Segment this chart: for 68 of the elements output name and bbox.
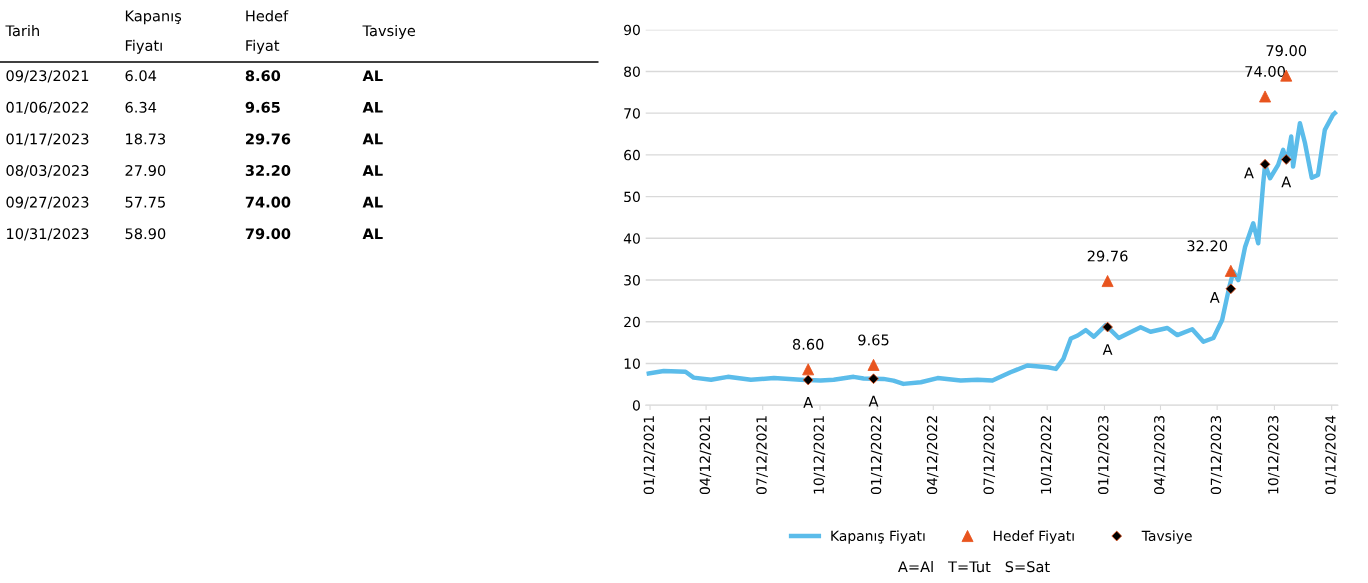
legend-label: Kapanış Fiyatı <box>831 530 925 544</box>
text: 18.73 <box>126 133 166 145</box>
text: Kapanış Fiyatı <box>125 10 182 54</box>
x-tick-label: 10/12/2021 <box>813 416 826 494</box>
text: AL <box>362 228 383 240</box>
data-label: A <box>1209 292 1220 303</box>
x-tick-label: 04/12/2021 <box>699 416 712 495</box>
text: 32.20 <box>245 165 291 177</box>
text: 27.90 <box>125 165 166 177</box>
y-tick-label: 60 <box>624 149 640 161</box>
data-label: 79.00 <box>1266 45 1307 57</box>
x-tick-label: 01/12/2024 <box>1325 415 1337 495</box>
text: 10/31/2023 <box>7 228 89 241</box>
x-tick-label: 01/12/2021 <box>643 416 656 495</box>
y-tick-label: 20 <box>624 316 640 328</box>
data-label: A <box>1102 344 1113 355</box>
data-label: A <box>803 397 814 408</box>
data-label: 74.00 <box>1245 65 1285 77</box>
text: 09/27/2023 <box>6 196 89 209</box>
text: 74.00 <box>245 196 291 208</box>
x-tick-label: 07/12/2022 <box>983 416 996 495</box>
legend-label: Hedef Fiyatı <box>993 530 1074 544</box>
text: Tavsiye <box>362 24 416 40</box>
y-tick-label: 40 <box>623 233 640 244</box>
text: 6.34 <box>125 101 157 113</box>
x-tick-label: 01/12/2022 <box>870 416 883 495</box>
text: 09/23/2021 <box>6 70 89 83</box>
text: AL <box>362 133 383 145</box>
text: AL <box>362 196 383 208</box>
text: 08/03/2023 <box>6 165 89 178</box>
text: Hedef Fiyat <box>246 10 289 54</box>
y-tick-label: 0 <box>632 400 640 411</box>
y-tick-label: 70 <box>624 108 640 119</box>
text: AL <box>362 70 383 82</box>
x-tick-label: 04/12/2022 <box>926 416 939 495</box>
text: 8.60 <box>245 70 281 82</box>
text: 01/17/2023 <box>6 133 89 146</box>
text: 9.65 <box>245 101 280 113</box>
y-tick-label: 90 <box>624 24 640 36</box>
data-label: A <box>1281 176 1292 188</box>
x-tick-label: 10/12/2022 <box>1040 416 1053 494</box>
text: Tarih <box>5 24 39 37</box>
text: 79.00 <box>245 228 291 240</box>
x-tick-label: 10/12/2023 <box>1267 416 1280 494</box>
text: AL <box>362 165 383 176</box>
y-tick-label: 80 <box>624 66 640 77</box>
y-tick-label: 10 <box>624 358 640 369</box>
x-tick-label: 07/12/2021 <box>756 416 768 495</box>
data-label: A <box>1244 167 1254 179</box>
data-label: 32.20 <box>1187 240 1228 252</box>
x-tick-label: 01/12/2023 <box>1097 416 1110 495</box>
data-label: A <box>868 395 879 407</box>
text: 29.76 <box>246 133 291 145</box>
data-label: 8.60 <box>792 338 824 350</box>
text: AL <box>362 101 383 113</box>
data-label: 9.65 <box>858 334 889 346</box>
text: 57.75 <box>125 196 165 208</box>
data-label: 29.76 <box>1087 250 1128 262</box>
text: A=Al T=Tut S=Sat <box>898 560 1050 573</box>
x-tick-label: 04/12/2023 <box>1154 416 1166 495</box>
line-series <box>646 110 1338 387</box>
text: 01/06/2022 <box>6 101 89 114</box>
y-tick-label: 50 <box>624 191 640 203</box>
y-tick-label: 30 <box>624 275 640 286</box>
legend-label: Tavsiye <box>1141 530 1192 544</box>
text: 6.04 <box>125 70 157 82</box>
x-tick-label: 07/12/2023 <box>1210 416 1223 495</box>
text: 58.90 <box>125 228 166 240</box>
